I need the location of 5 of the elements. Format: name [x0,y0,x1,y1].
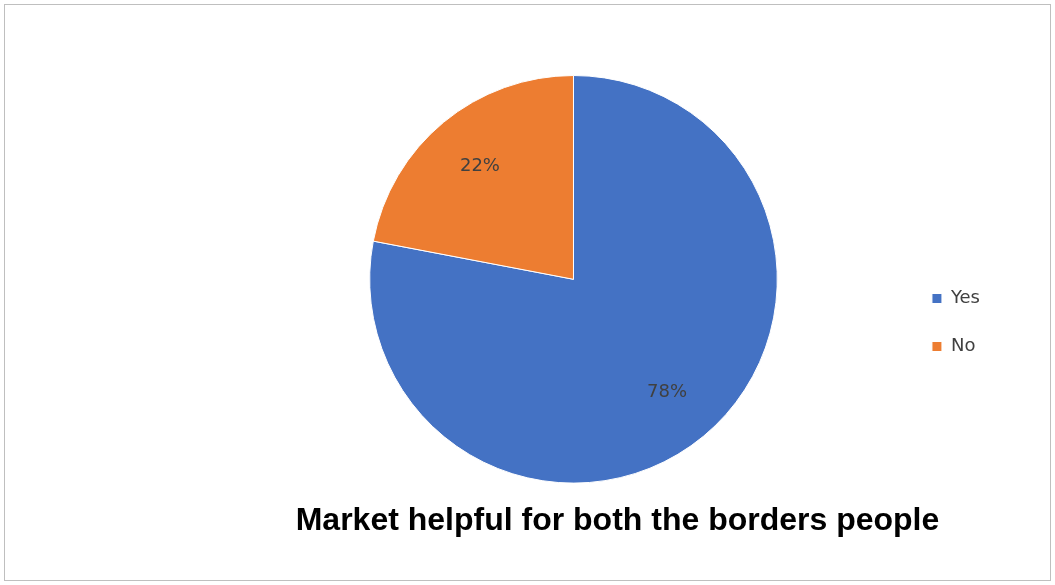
data-label: 22% [459,153,500,175]
text: Market helpful for both the borders people [295,500,940,537]
data-label: 78% [647,380,688,402]
legend-label: No [950,334,976,356]
legend-label: Yes [949,286,981,308]
